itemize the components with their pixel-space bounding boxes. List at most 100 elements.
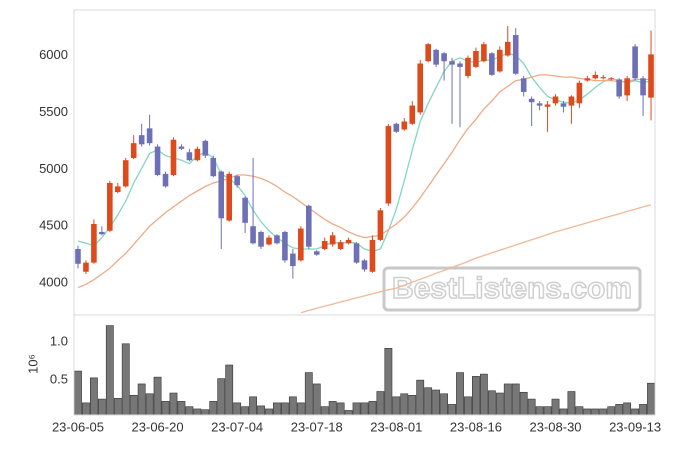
volume-bar [535, 406, 544, 416]
candle-body [616, 79, 622, 97]
candle-body [528, 98, 535, 103]
candle-body [552, 96, 559, 104]
y-tick-label: 5000 [39, 161, 68, 176]
y-axis-label: 10⁶ [25, 354, 40, 374]
y-tick-label: 4500 [39, 218, 68, 233]
candle-body [202, 140, 209, 156]
volume-bar [575, 406, 584, 416]
candle-body [266, 237, 272, 245]
candle-body [624, 78, 630, 96]
candle-body [433, 49, 439, 65]
candle-body [107, 182, 113, 231]
candle-body [648, 54, 654, 98]
volume-bar [360, 402, 369, 416]
volume-bar [631, 408, 640, 416]
volume-bar [352, 402, 361, 416]
volume-bar [487, 390, 496, 416]
candle-body [353, 243, 360, 263]
candle-body [465, 57, 471, 77]
candle-body [640, 78, 646, 96]
volume-bar [376, 391, 385, 416]
candle-body [162, 173, 169, 187]
candle-body [154, 146, 161, 176]
volume-bar [304, 372, 313, 416]
candle-body [504, 41, 511, 56]
volume-bar [97, 398, 106, 416]
volume-bar [273, 402, 281, 416]
candle-body [305, 205, 312, 247]
candle-body [298, 228, 304, 261]
candle-body [361, 260, 368, 270]
candle-body [369, 239, 376, 272]
candle-body [114, 186, 121, 193]
candle-body [130, 143, 137, 158]
candle-body [83, 262, 89, 272]
candle-body [186, 152, 193, 161]
candle-body [194, 148, 201, 161]
candle-body [584, 78, 591, 81]
candle-body [313, 251, 320, 255]
watermark: BestListens.com [392, 272, 632, 305]
candle-body [417, 63, 424, 113]
volume-bar [137, 383, 146, 416]
candle-body [560, 103, 567, 107]
candle-body [497, 49, 503, 72]
volume-bar [185, 406, 194, 416]
volume-bar [74, 370, 82, 416]
candle-body [282, 231, 288, 261]
x-tick-label: 23-08-30 [529, 419, 581, 434]
volume-bar [607, 406, 616, 416]
volume-bar [551, 398, 560, 416]
volume-bar [201, 409, 210, 416]
volume-bar [249, 396, 257, 416]
volume-bar [344, 410, 353, 416]
volume-bar [392, 396, 401, 416]
candle-body [290, 253, 296, 267]
candle-body [337, 242, 344, 249]
x-tick-label: 23-06-20 [132, 419, 184, 434]
y-tick-label: 5500 [39, 104, 68, 119]
volume-bar [153, 376, 162, 416]
volume-bar [495, 392, 504, 416]
watermark-box [382, 266, 642, 312]
candle-body [449, 61, 455, 65]
candle-body [512, 35, 519, 74]
candle-body [210, 157, 217, 177]
volume-bar [511, 383, 520, 416]
volume-bar [265, 408, 273, 416]
candle-body [377, 210, 384, 240]
candle-body [218, 171, 225, 219]
volume-bar [440, 393, 448, 416]
volume-bar [639, 404, 647, 416]
y-tick-label: 4000 [39, 275, 68, 290]
volume-bar [288, 396, 297, 416]
volume-bar [599, 408, 608, 416]
candle-body [146, 128, 153, 144]
candle-body [122, 160, 129, 187]
volume-bar [233, 402, 242, 416]
candle-body [91, 223, 97, 263]
volume-bar [161, 401, 170, 416]
x-tick-label: 23-06-05 [52, 419, 104, 434]
plot-frame [73, 314, 656, 416]
volume-bar [400, 393, 409, 416]
candle-body [536, 103, 543, 106]
volume-bar [129, 395, 138, 416]
volume-bar [647, 382, 655, 416]
volume-bar [543, 406, 552, 416]
volume-bar [519, 391, 528, 416]
moving-average-line [300, 204, 652, 314]
volume-bar [424, 387, 433, 416]
candle-body [242, 197, 248, 223]
volume-bar [623, 402, 632, 416]
volume-bar [209, 401, 218, 416]
volume-bar [559, 408, 568, 416]
candle-body [75, 248, 81, 264]
candle-body [178, 146, 185, 149]
volume-bar [82, 402, 90, 416]
x-tick-label: 23-07-04 [211, 419, 263, 434]
volume-bar [320, 406, 329, 416]
volume-bar [113, 398, 122, 416]
volume-bar [368, 401, 377, 416]
volume-bar [432, 389, 441, 416]
